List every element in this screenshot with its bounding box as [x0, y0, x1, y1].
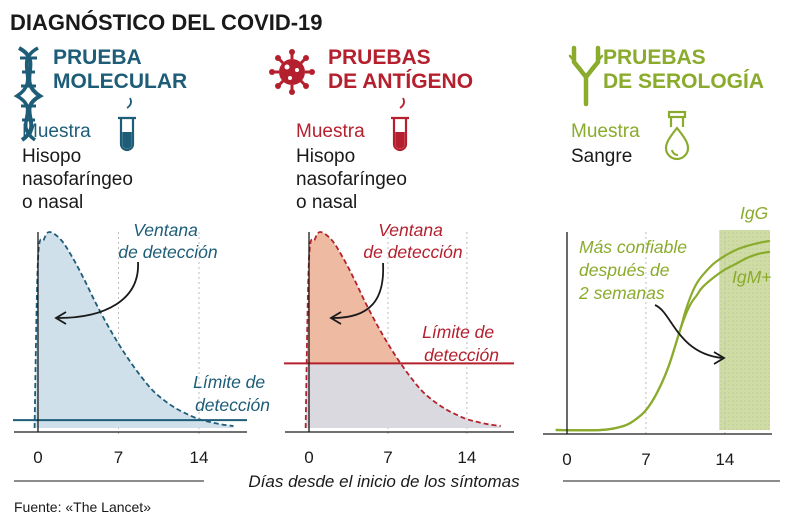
sample-label: Muestra: [296, 121, 365, 142]
sample-label: Muestra: [22, 121, 91, 142]
plot-molecular: 0 7 14: [13, 231, 247, 467]
sample-value-antigen: Hisopo nasofaríngeo o nasal: [296, 146, 412, 213]
reliable-window-band: [719, 230, 770, 430]
sample-label: Muestra: [571, 121, 640, 142]
blood-tube-icon: [664, 110, 690, 161]
window-arrow: [57, 261, 139, 319]
x-tick-label-7: 7: [114, 448, 123, 467]
reliability-arrow: [654, 304, 723, 359]
sample-value-molecular: Hisopo nasofaríngeo o nasal: [22, 146, 138, 213]
x-tick-label-0: 0: [562, 450, 571, 469]
below-limit-area: [305, 363, 501, 428]
panel-title-molecular: PRUEBA MOLECULAR: [53, 46, 187, 93]
reliability-annotation: Más confiable después de 2 semanas: [578, 237, 692, 303]
sample-value-serology: Sangre: [571, 146, 632, 167]
x-tick-label-0: 0: [33, 448, 42, 467]
viral-load-curve: [33, 231, 234, 429]
panel-antigen: PRUEBAS DE ANTÍGENO Muestra Hisopo nasof…: [269, 46, 514, 467]
series-label-igg: IgG: [740, 203, 768, 223]
window-annotation: Ventana de detección: [363, 220, 462, 262]
x-axis-label: Días desde el inicio de los síntomas: [248, 472, 520, 491]
antibody-curve-igm: [555, 250, 771, 432]
test-tube-icon: [118, 97, 136, 152]
reliability-arrow-head: [713, 351, 726, 365]
window-annotation: Ventana de detección: [118, 220, 217, 262]
plot-serology: IgG IgM+ 0 7 14: [543, 203, 772, 469]
window-arrow-head: [54, 311, 67, 325]
viral-load-curve: [304, 231, 501, 429]
x-tick-label-7: 7: [383, 448, 392, 467]
x-tick-label-14: 14: [190, 448, 209, 467]
panel-serology: PRUEBAS DE SEROLOGÍA Muestra Sangre IgGI…: [543, 45, 772, 469]
virus-icon: [269, 49, 315, 95]
threshold-annotation: Límite de detección: [193, 372, 270, 415]
x-tick-label-14: 14: [715, 450, 734, 469]
x-tick-label-7: 7: [641, 450, 650, 469]
window-arrow-head: [329, 311, 342, 325]
source-note: Fuente: «The Lancet»: [14, 499, 151, 515]
panel-molecular: PRUEBA MOLECULAR Muestra Hisopo nasofarí…: [13, 46, 270, 467]
panel-title-antigen: PRUEBAS DE ANTÍGENO: [328, 46, 473, 93]
panel-title-serology: PRUEBAS DE SEROLOGÍA: [603, 46, 764, 93]
dna-icon: [13, 46, 44, 142]
series-label-igm: IgM+: [732, 267, 771, 287]
x-tick-label-0: 0: [304, 448, 313, 467]
detection-window-area: [306, 232, 401, 364]
test-tube-icon: [391, 97, 409, 152]
x-tick-label-14: 14: [457, 448, 476, 467]
plot-antigen: 0 7 14: [284, 231, 514, 467]
chart-title: DIAGNÓSTICO DEL COVID-19: [10, 10, 323, 35]
threshold-annotation: Límite de detección: [422, 322, 499, 365]
window-arrow: [332, 262, 384, 319]
antibody-icon: [568, 45, 604, 107]
